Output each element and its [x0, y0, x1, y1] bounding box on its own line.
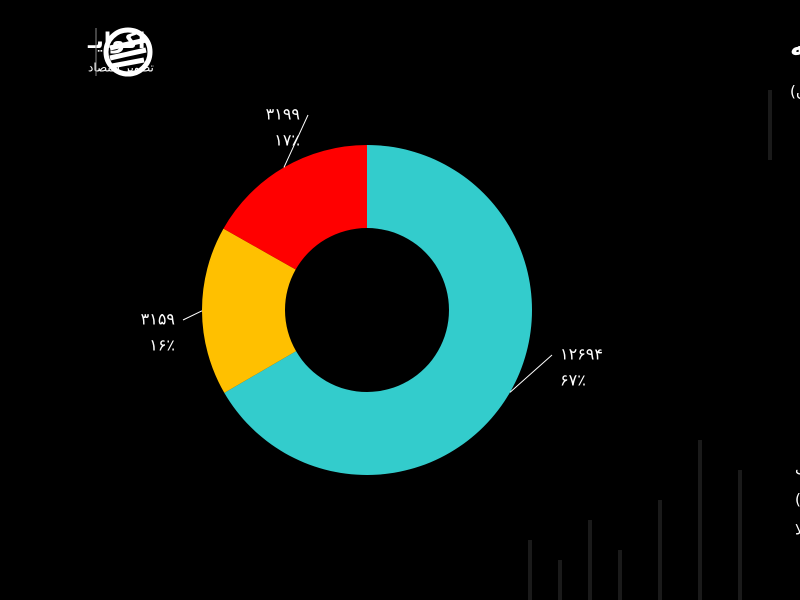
leader-line — [509, 354, 553, 393]
value-label: ۳۱۹۹ — [266, 105, 300, 124]
legend-label: دوق‌های درآمد ثابت — [795, 461, 800, 479]
chart-title: ش معاملات بازار سرمایه — [790, 33, 800, 63]
percent-label: ۱۶٪ — [149, 336, 175, 355]
logo-icon — [103, 27, 153, 77]
slice — [224, 145, 532, 475]
background-bars — [528, 90, 772, 600]
slice — [202, 228, 297, 393]
legend-label: دوق‌های طلا — [795, 521, 800, 539]
slice — [223, 145, 367, 270]
value-label: ۱۲۶۹۴ — [560, 345, 603, 364]
leader-line — [182, 310, 203, 321]
chart-subtitle: : درصد- میلیارد تومان) — [790, 83, 800, 101]
value-label: ۳۱۵۹ — [141, 310, 175, 329]
leader-line — [283, 114, 309, 168]
percent-label: ۶۷٪ — [560, 371, 586, 390]
percent-label: ۱۷٪ — [274, 131, 300, 150]
legend-label: هام و حق تقدم (بدون احتساب صندوق‌های سها… — [795, 491, 800, 509]
